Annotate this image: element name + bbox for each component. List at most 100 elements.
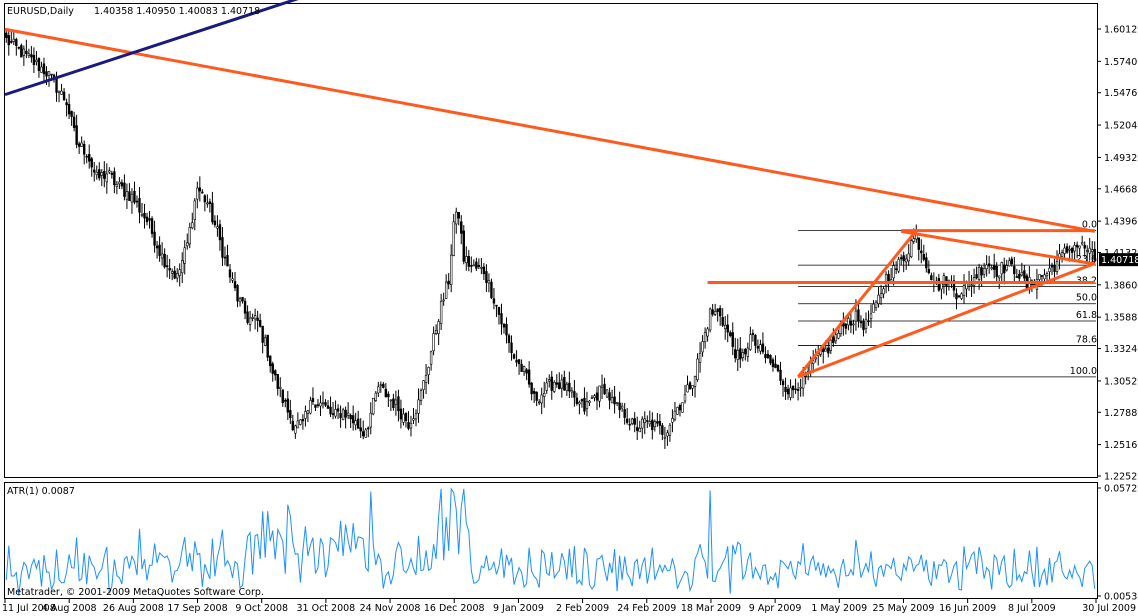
candle-body [957, 295, 961, 298]
candle-body [789, 387, 792, 398]
candle-body [917, 237, 920, 250]
price-axis-label: 1.25160 [1104, 440, 1138, 451]
candle-body [859, 321, 863, 324]
candle-body [1083, 244, 1086, 249]
candle-body [573, 391, 576, 398]
candle-body [1040, 275, 1044, 277]
candle-body [686, 384, 689, 393]
candle-body [927, 269, 931, 274]
candle-body [206, 202, 209, 205]
candle-body [1088, 247, 1091, 254]
atr-line [5, 487, 1096, 596]
price-axis-label: 1.43960 [1104, 217, 1138, 228]
candle-body [532, 390, 536, 394]
candle-body [233, 281, 237, 289]
candle-body [671, 418, 674, 423]
candle-body [553, 382, 556, 392]
candle-body [462, 230, 465, 262]
candle-body [223, 256, 227, 259]
candle-body [394, 399, 398, 405]
candle-body [181, 260, 184, 274]
candle-body [32, 55, 36, 65]
atr-title: ATR(1) 0.0087 [7, 486, 75, 497]
candle-body [50, 73, 53, 76]
candle-body [261, 325, 264, 343]
candle-body [960, 293, 963, 299]
candle-body [718, 307, 722, 317]
candle-body [45, 71, 48, 77]
trendline [900, 229, 1095, 266]
candle-body [643, 418, 646, 423]
candle-body [776, 364, 780, 372]
candle-body [1091, 249, 1094, 252]
candle-body [857, 309, 860, 322]
copyright-text: Metatrader, © 2001-2009 MetaQuotes Softw… [7, 587, 264, 598]
price-axis-label: 1.54760 [1104, 88, 1138, 99]
candle-body [248, 317, 252, 325]
candle-body [550, 376, 553, 391]
candle-body [638, 427, 641, 433]
time-axis-label: 9 Jan 2009 [493, 603, 544, 614]
candle-body [125, 191, 129, 200]
candle-body [465, 256, 468, 264]
candle-body [344, 409, 347, 418]
candle-body [271, 363, 274, 374]
symbol-label: EURUSD,Daily [7, 6, 74, 17]
candle-body [175, 273, 179, 279]
candle-body [811, 360, 815, 364]
current-price-marker [1099, 253, 1138, 267]
candle-body [135, 200, 139, 203]
candle-body [80, 142, 83, 147]
time-axis-label: 2 Feb 2009 [556, 603, 609, 614]
candle-body [862, 321, 865, 331]
candle-body [457, 212, 460, 219]
candle-body [703, 332, 707, 343]
candle-body [970, 284, 973, 287]
candle-body [869, 313, 873, 319]
candle-body [1086, 250, 1089, 252]
price-axis: 1.60120 1.57400 1.54760 1.52040 1.49320 1.466… [1097, 25, 1138, 483]
candle-body [884, 274, 888, 287]
candle-body [505, 324, 508, 336]
candle-body [367, 427, 370, 430]
trendline [796, 229, 918, 378]
price-axis-label: 1.52040 [1104, 121, 1138, 132]
candle-body [618, 402, 621, 411]
candle-body [1080, 242, 1084, 245]
candle-body [251, 317, 254, 319]
candle-body [977, 266, 981, 280]
candle-body [698, 352, 702, 363]
candle-body [786, 388, 790, 395]
candle-body [741, 352, 745, 358]
candle-body [829, 339, 832, 351]
candle-body [55, 78, 58, 93]
candle-body [510, 342, 513, 354]
candle-body [155, 245, 159, 249]
candle-body [887, 273, 890, 282]
candle-body [37, 58, 41, 71]
price-axis-label: 1.49320 [1104, 153, 1138, 164]
candle-body [186, 242, 189, 247]
candle-body [796, 388, 800, 391]
candle-body [955, 293, 958, 300]
candle-body [894, 268, 898, 270]
candle-body [633, 418, 636, 425]
candle-body [231, 278, 234, 281]
candle-body [595, 392, 599, 401]
candle-body [656, 421, 659, 424]
candle-body [512, 354, 516, 359]
candle-body [246, 311, 249, 323]
candle-body [962, 285, 966, 296]
candle-body [241, 296, 244, 302]
candle-body [213, 220, 217, 226]
candle-body [761, 343, 765, 353]
candle-body [170, 271, 174, 274]
candle-body [480, 267, 483, 269]
candle-body [515, 359, 518, 363]
candle-body [525, 369, 528, 374]
candle-body [487, 280, 491, 284]
candle-body [701, 341, 704, 353]
candle-body [905, 258, 908, 263]
candle-body [5, 32, 8, 39]
